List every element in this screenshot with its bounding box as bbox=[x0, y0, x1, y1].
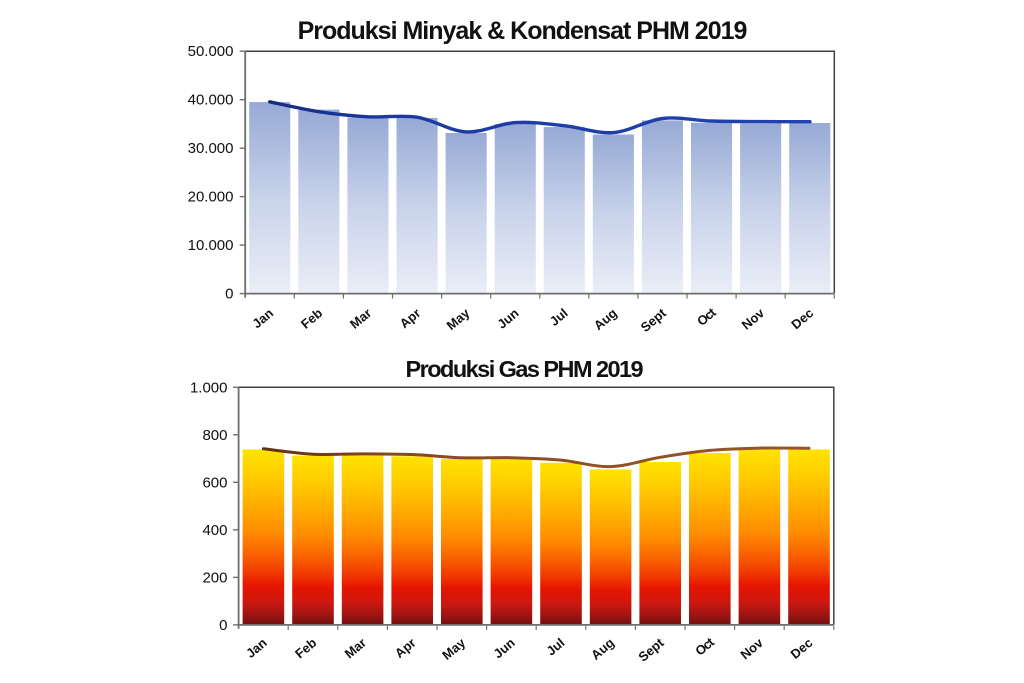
svg-text:May: May bbox=[444, 305, 474, 333]
svg-text:Jun: Jun bbox=[494, 305, 521, 331]
svg-text:Feb: Feb bbox=[292, 635, 319, 661]
svg-text:Jul: Jul bbox=[543, 635, 567, 659]
svg-text:Jan: Jan bbox=[243, 635, 270, 661]
svg-text:Sept: Sept bbox=[635, 635, 667, 665]
svg-text:Sept: Sept bbox=[638, 305, 670, 335]
svg-text:Aug: Aug bbox=[588, 635, 617, 663]
svg-text:Jun: Jun bbox=[490, 635, 517, 661]
svg-text:0: 0 bbox=[225, 286, 233, 303]
svg-text:0: 0 bbox=[219, 617, 227, 634]
svg-text:Mar: Mar bbox=[347, 305, 374, 331]
svg-text:Apr: Apr bbox=[397, 305, 424, 331]
svg-text:1.000: 1.000 bbox=[190, 379, 228, 396]
svg-text:Produksi Minyak & Kondensat PH: Produksi Minyak & Kondensat PHM 2019 bbox=[298, 17, 747, 45]
svg-text:Jan: Jan bbox=[249, 305, 276, 331]
svg-text:Nov: Nov bbox=[737, 635, 766, 663]
svg-text:Jul: Jul bbox=[547, 305, 571, 329]
svg-text:Produksi Gas PHM 2019: Produksi Gas PHM 2019 bbox=[406, 356, 644, 382]
svg-text:200: 200 bbox=[202, 569, 227, 586]
svg-text:50.000: 50.000 bbox=[188, 43, 234, 60]
svg-text:Nov: Nov bbox=[739, 305, 768, 333]
svg-text:600: 600 bbox=[202, 474, 227, 491]
svg-text:800: 800 bbox=[202, 427, 227, 444]
svg-text:Aug: Aug bbox=[591, 305, 620, 333]
svg-text:20.000: 20.000 bbox=[188, 189, 234, 206]
svg-text:Dec: Dec bbox=[788, 635, 816, 662]
svg-text:10.000: 10.000 bbox=[188, 237, 234, 254]
svg-text:Dec: Dec bbox=[788, 305, 816, 332]
svg-text:Mar: Mar bbox=[342, 635, 369, 661]
svg-text:May: May bbox=[439, 635, 469, 663]
svg-text:400: 400 bbox=[202, 522, 227, 539]
svg-text:Oct: Oct bbox=[692, 634, 717, 659]
svg-text:Oct: Oct bbox=[694, 304, 719, 329]
svg-text:30.000: 30.000 bbox=[188, 140, 234, 157]
svg-text:Feb: Feb bbox=[298, 305, 325, 331]
svg-text:40.000: 40.000 bbox=[188, 92, 234, 109]
svg-text:Apr: Apr bbox=[392, 635, 419, 661]
